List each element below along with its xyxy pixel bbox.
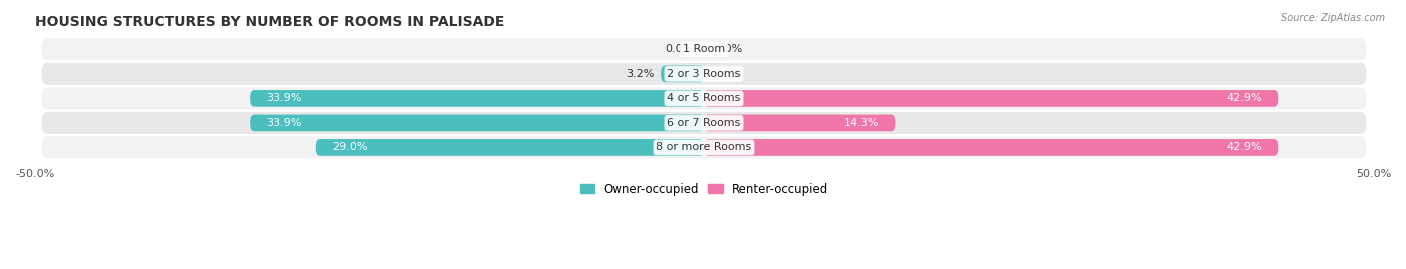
FancyBboxPatch shape	[41, 63, 1367, 85]
FancyBboxPatch shape	[41, 136, 1367, 158]
Text: Source: ZipAtlas.com: Source: ZipAtlas.com	[1281, 13, 1385, 23]
Text: 0.0%: 0.0%	[714, 44, 742, 54]
Legend: Owner-occupied, Renter-occupied: Owner-occupied, Renter-occupied	[575, 178, 832, 200]
FancyBboxPatch shape	[316, 139, 704, 156]
FancyBboxPatch shape	[250, 115, 704, 131]
Text: 42.9%: 42.9%	[1226, 93, 1263, 103]
Text: 29.0%: 29.0%	[332, 142, 367, 153]
Text: 42.9%: 42.9%	[1226, 142, 1263, 153]
Text: 8 or more Rooms: 8 or more Rooms	[657, 142, 752, 153]
Text: HOUSING STRUCTURES BY NUMBER OF ROOMS IN PALISADE: HOUSING STRUCTURES BY NUMBER OF ROOMS IN…	[35, 15, 503, 29]
Text: 33.9%: 33.9%	[266, 118, 302, 128]
FancyBboxPatch shape	[704, 115, 896, 131]
FancyBboxPatch shape	[250, 90, 704, 107]
Text: 0.0%: 0.0%	[665, 44, 693, 54]
FancyBboxPatch shape	[704, 139, 1278, 156]
Text: 14.3%: 14.3%	[844, 118, 879, 128]
FancyBboxPatch shape	[704, 90, 1278, 107]
FancyBboxPatch shape	[41, 112, 1367, 134]
Text: 33.9%: 33.9%	[266, 93, 302, 103]
Text: 1 Room: 1 Room	[683, 44, 725, 54]
Text: 0.0%: 0.0%	[714, 69, 742, 79]
FancyBboxPatch shape	[41, 38, 1367, 61]
Text: 3.2%: 3.2%	[626, 69, 654, 79]
FancyBboxPatch shape	[661, 66, 704, 82]
Text: 2 or 3 Rooms: 2 or 3 Rooms	[668, 69, 741, 79]
Text: 6 or 7 Rooms: 6 or 7 Rooms	[668, 118, 741, 128]
FancyBboxPatch shape	[41, 87, 1367, 109]
Text: 4 or 5 Rooms: 4 or 5 Rooms	[668, 93, 741, 103]
